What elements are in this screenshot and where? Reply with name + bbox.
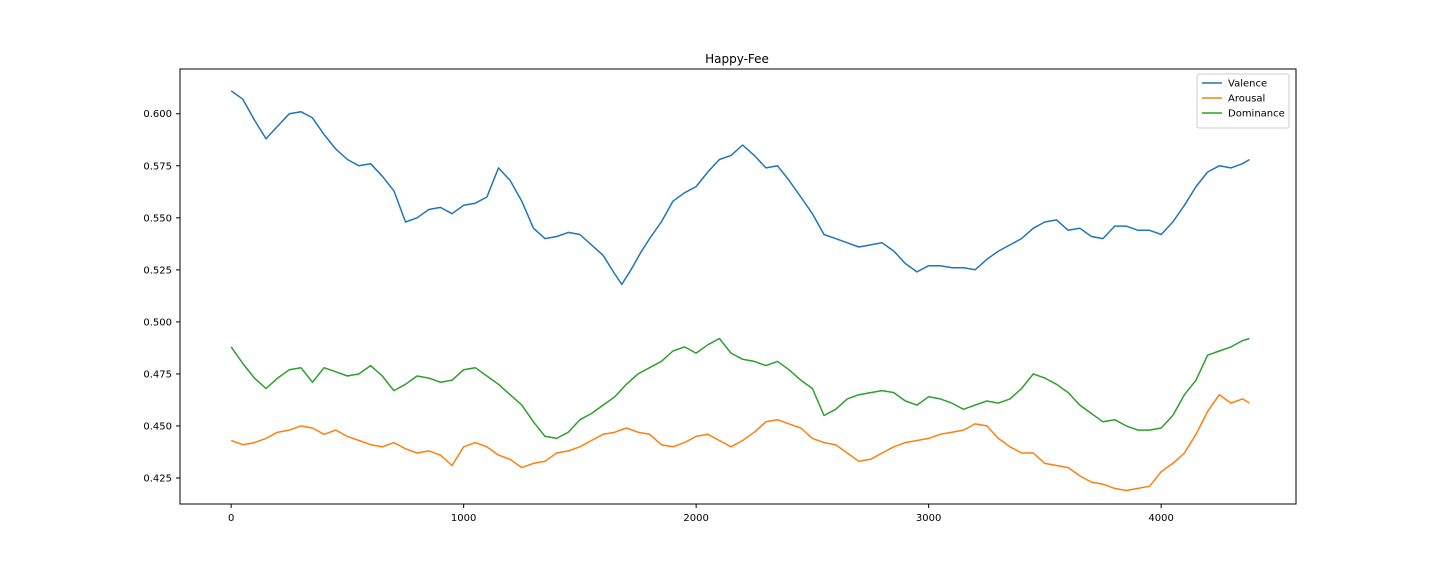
plot-area-frame — [179, 68, 1297, 505]
y-tick-label: 0.475 — [143, 369, 172, 380]
series-line-arousal — [230, 393, 1250, 492]
legend-box — [1196, 73, 1290, 129]
y-tick-label: 0.600 — [143, 109, 172, 120]
legend-label-dominance: Dominance — [1228, 109, 1285, 120]
y-tick-label: 0.500 — [143, 317, 172, 328]
y-axis: 0.425 0.450 0.475 0.500 0.525 0.550 0.575 0.600 — [143, 109, 180, 484]
y-tick-label: 0.450 — [143, 421, 172, 432]
y-tick-label: 0.550 — [143, 213, 172, 224]
x-tick-label: 2000 — [683, 513, 708, 524]
legend-label-arousal: Arousal — [1228, 94, 1265, 105]
y-tick-label: 0.425 — [143, 473, 172, 484]
x-axis: 0 1000 2000 3000 4000 — [228, 504, 1174, 524]
series-lines — [230, 90, 1250, 492]
x-tick-label: 0 — [228, 513, 234, 524]
legend: Valence Arousal Dominance — [1196, 73, 1290, 129]
x-tick-label: 3000 — [916, 513, 941, 524]
series-line-dominance — [230, 337, 1250, 440]
x-tick-label: 1000 — [451, 513, 476, 524]
chart-title: Happy-Fee — [705, 52, 769, 66]
x-tick-label: 4000 — [1148, 513, 1173, 524]
y-tick-label: 0.525 — [143, 265, 172, 276]
y-tick-label: 0.575 — [143, 161, 172, 172]
legend-label-valence: Valence — [1228, 79, 1267, 90]
series-line-valence — [230, 90, 1250, 286]
